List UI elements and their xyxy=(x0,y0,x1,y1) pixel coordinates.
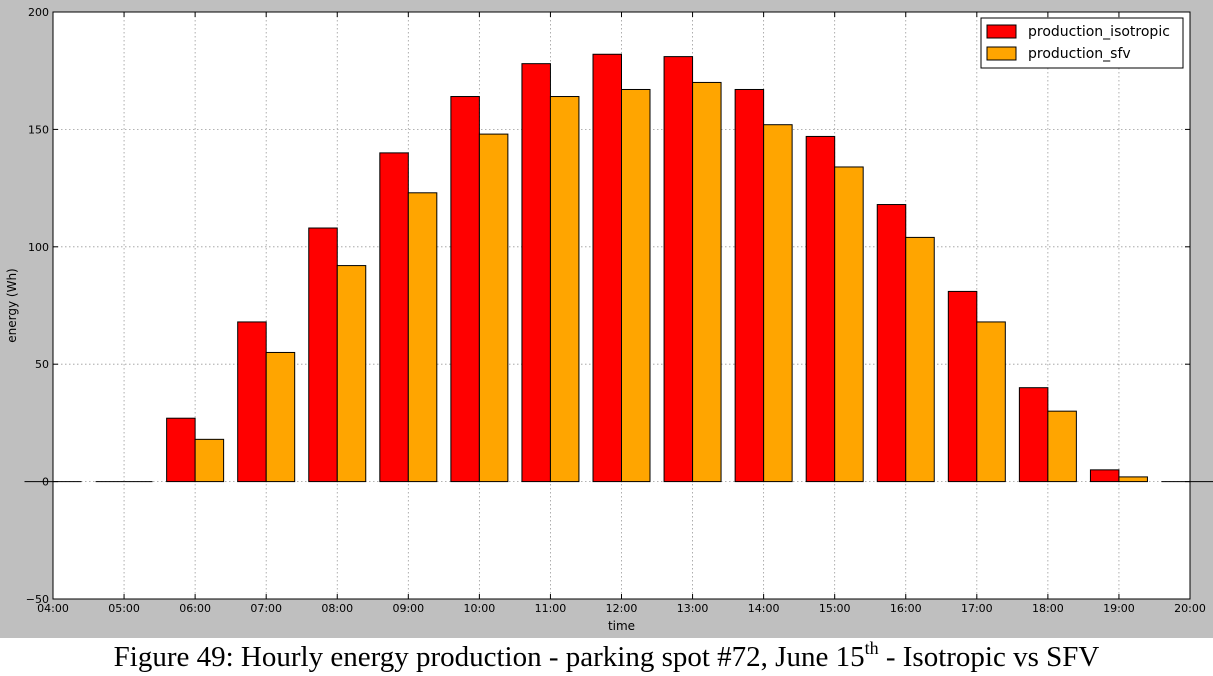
caption-text-end: - Isotropic vs SFV xyxy=(878,641,1100,673)
figure-area: −50 0 50 100 150 200 04:00 05:00 06:00 07:00 08:00… xyxy=(0,0,1213,638)
y-axis-label: energy (Wh) xyxy=(5,268,19,342)
x-tick-label: 15:00 xyxy=(819,602,851,615)
x-tick-label: 08:00 xyxy=(321,602,353,615)
legend-label: production_sfv xyxy=(1028,46,1131,62)
bar-isotropic xyxy=(947,290,978,483)
legend-label: production_isotropic xyxy=(1028,24,1170,40)
figure-caption: Figure 49: Hourly energy production - pa… xyxy=(0,639,1213,676)
bar-isotropic xyxy=(876,204,907,483)
y-tick-label: 100 xyxy=(28,241,49,254)
bar-isotropic xyxy=(805,135,836,483)
x-tick-label: 19:00 xyxy=(1103,602,1135,615)
x-tick-label: 07:00 xyxy=(250,602,282,615)
bar-sfv xyxy=(621,88,651,483)
bar-sfv xyxy=(763,124,793,483)
bar-sfv xyxy=(905,236,935,483)
bar-isotropic xyxy=(1089,469,1120,483)
x-tick-label: 12:00 xyxy=(606,602,638,615)
bar-sfv xyxy=(1118,476,1148,483)
bar-isotropic xyxy=(237,321,267,483)
bar-sfv xyxy=(194,438,225,483)
bar-isotropic xyxy=(450,96,480,483)
bar-isotropic xyxy=(1018,387,1049,483)
x-tick-label: 16:00 xyxy=(890,602,922,615)
x-tick-label: 04:00 xyxy=(37,602,69,615)
bar-sfv xyxy=(265,351,296,483)
bar-sfv xyxy=(692,81,722,483)
x-tick-label: 10:00 xyxy=(464,602,496,615)
y-tick-label: −50 xyxy=(26,593,49,606)
bar-sfv xyxy=(834,166,864,483)
caption-superscript: th xyxy=(864,638,879,658)
x-tick-label: 20:00 xyxy=(1174,602,1206,615)
x-tick-label: 05:00 xyxy=(108,602,140,615)
x-axis-label: time xyxy=(608,619,635,633)
x-tick-label: 06:00 xyxy=(179,602,211,615)
caption-text: Figure 49: Hourly energy production - pa… xyxy=(113,641,865,673)
bar-isotropic xyxy=(663,56,694,483)
y-tick-label: 150 xyxy=(28,123,49,136)
bar-sfv xyxy=(407,192,438,483)
legend-swatch xyxy=(986,24,1017,39)
bar-chart: −50 0 50 100 150 200 04:00 05:00 06:00 07:00 08:00… xyxy=(5,6,1213,633)
x-tick-label: 09:00 xyxy=(392,602,424,615)
bar-isotropic xyxy=(592,53,622,483)
bar-isotropic xyxy=(734,88,765,483)
x-tick-label: 13:00 xyxy=(677,602,709,615)
x-tick-label: 18:00 xyxy=(1032,602,1064,615)
x-tick-label: 11:00 xyxy=(535,602,567,615)
bar-sfv xyxy=(549,96,580,483)
bar-sfv xyxy=(478,133,509,483)
y-tick-label: 0 xyxy=(42,476,49,489)
legend-swatch xyxy=(986,46,1017,61)
bar-sfv xyxy=(336,265,367,483)
bar-isotropic xyxy=(379,152,409,483)
y-tick-label: 200 xyxy=(28,6,49,19)
bar-isotropic xyxy=(521,63,551,483)
bar-isotropic xyxy=(166,417,196,483)
x-tick-label: 17:00 xyxy=(961,602,993,615)
bar-sfv xyxy=(976,321,1006,483)
x-tick-label: 14:00 xyxy=(748,602,780,615)
bar-sfv xyxy=(1047,410,1077,483)
y-tick-label: 50 xyxy=(35,358,49,371)
bar-isotropic xyxy=(308,227,338,483)
